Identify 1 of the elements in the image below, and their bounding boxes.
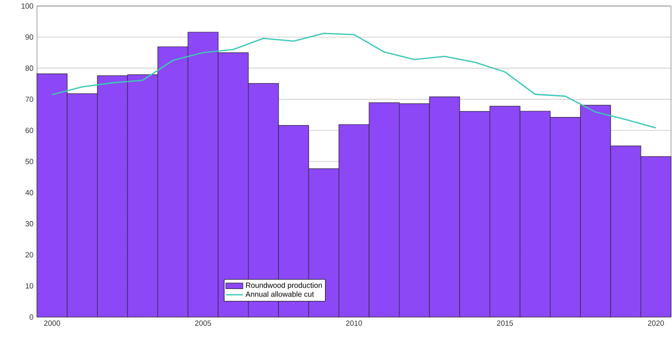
line-series — [51, 32, 657, 129]
